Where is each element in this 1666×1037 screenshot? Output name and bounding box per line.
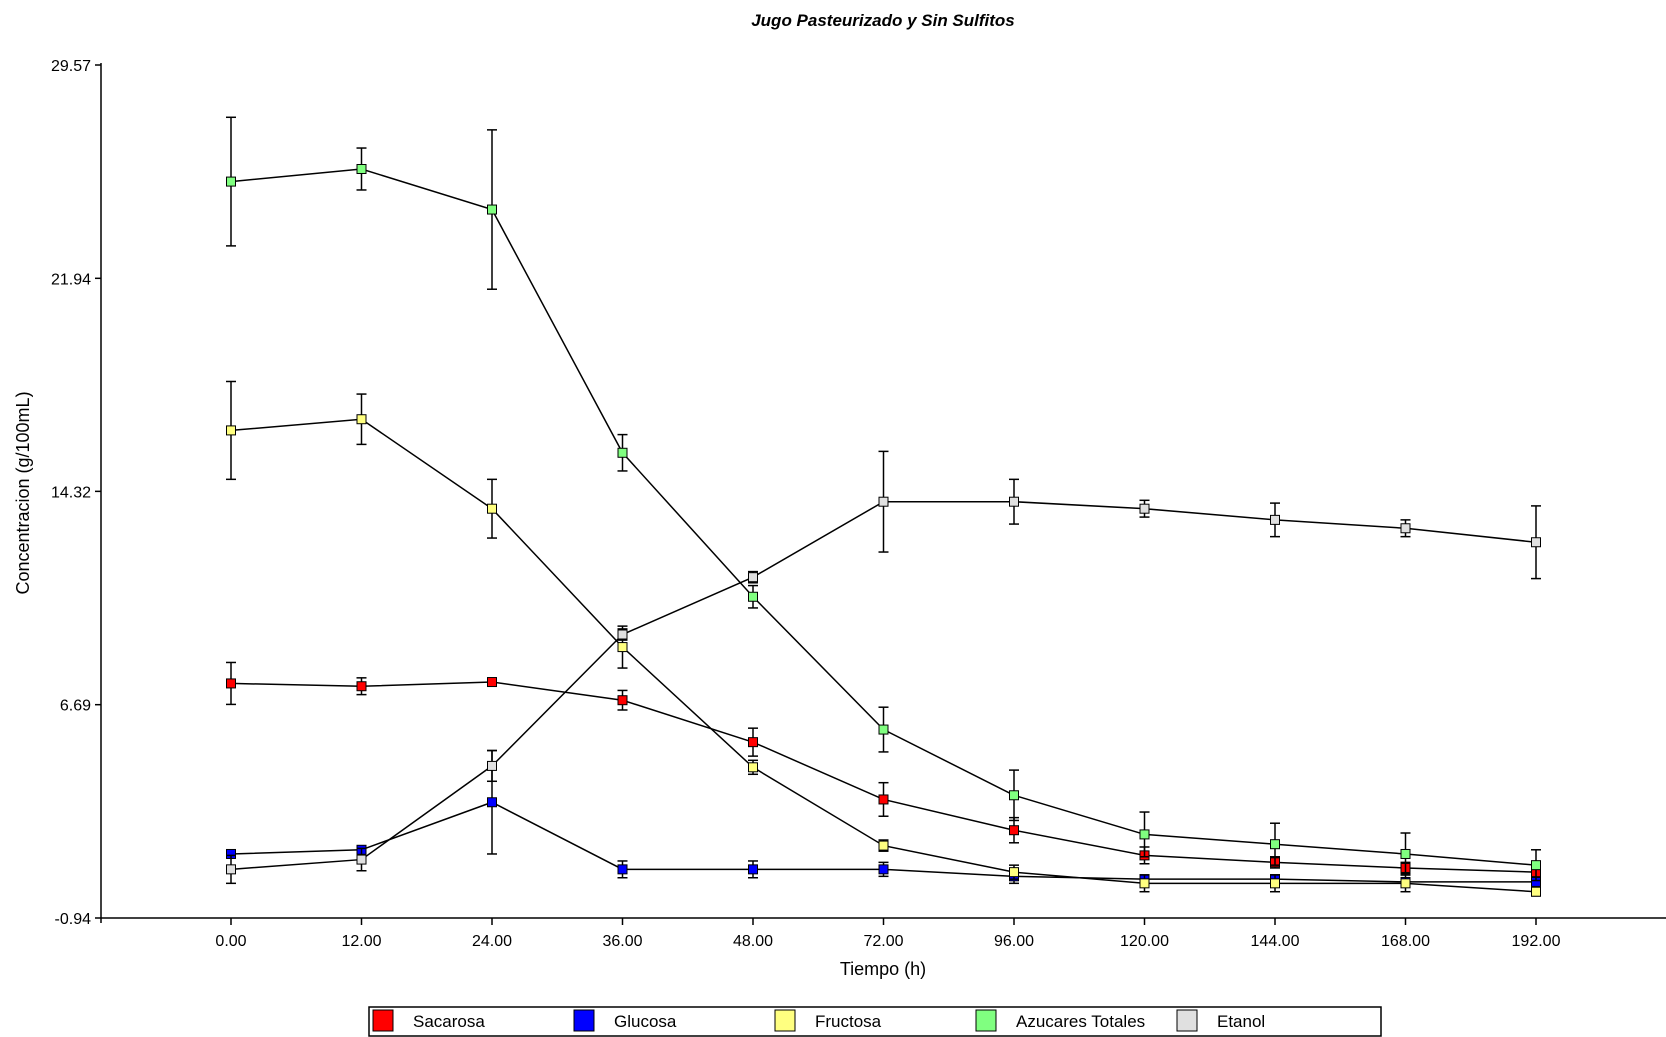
data-point <box>1531 860 1541 871</box>
data-point <box>878 840 889 851</box>
x-tick-label: 168.00 <box>1381 933 1430 950</box>
y-tick-label: 29.57 <box>51 58 91 75</box>
series-etanol <box>226 450 1541 885</box>
legend-box <box>368 1006 1382 1037</box>
legend: Sacarosa Glucosa Fructosa Azucares Totales E… <box>368 1006 1382 1037</box>
data-point <box>1009 790 1019 801</box>
data-point <box>617 695 628 706</box>
data-point <box>226 425 236 436</box>
x-axis-label: Tiempo (h) <box>840 959 926 979</box>
y-tick-label: -0.94 <box>55 911 92 928</box>
legend-label: Azucares Totales <box>1016 1012 1145 1031</box>
data-point <box>1139 829 1150 840</box>
x-tick-label: 0.00 <box>215 933 246 950</box>
data-point <box>1009 496 1019 507</box>
y-axis-label: Concentracion (g/100mL) <box>13 391 33 594</box>
x-tick-label: 48.00 <box>733 933 773 950</box>
legend-swatch <box>372 1009 394 1032</box>
data-point <box>1139 503 1150 514</box>
plot-area <box>226 116 1541 897</box>
data-point <box>617 864 628 875</box>
data-point <box>617 447 628 458</box>
data-point <box>226 864 236 875</box>
data-point <box>878 864 889 875</box>
data-point <box>356 681 367 692</box>
data-point <box>878 724 889 735</box>
data-point <box>748 591 758 602</box>
legend-label: Glucosa <box>614 1012 677 1031</box>
y-tick-label: 14.32 <box>51 484 91 501</box>
data-point <box>356 414 367 425</box>
series-azucares-totales <box>226 116 1541 882</box>
data-point <box>1139 878 1150 889</box>
legend-swatch <box>975 1009 997 1032</box>
x-tick-label: 12.00 <box>341 933 381 950</box>
legend-label: Fructosa <box>815 1012 882 1031</box>
data-point <box>748 572 758 583</box>
data-point <box>1531 537 1541 548</box>
data-point <box>1009 867 1019 878</box>
legend-swatch <box>774 1009 796 1032</box>
x-tick-label: 36.00 <box>602 933 642 950</box>
data-point <box>617 642 628 653</box>
data-point <box>1400 878 1411 889</box>
legend-swatch <box>573 1009 595 1032</box>
data-point <box>748 762 758 773</box>
data-point <box>1270 878 1280 889</box>
data-point <box>487 677 497 688</box>
x-tick-label: 96.00 <box>994 933 1034 950</box>
data-point <box>487 204 497 215</box>
data-point <box>487 503 497 514</box>
data-point <box>487 797 497 808</box>
data-point <box>878 496 889 507</box>
data-point <box>748 737 758 748</box>
x-tick-label: 144.00 <box>1251 933 1300 950</box>
x-tick-label: 120.00 <box>1120 933 1169 950</box>
data-point <box>1400 848 1411 859</box>
data-point <box>1400 523 1411 534</box>
legend-label: Etanol <box>1217 1012 1265 1031</box>
chart-title: Jugo Pasteurizado y Sin Sulfitos <box>751 11 1015 30</box>
y-tick-label: 6.69 <box>60 698 91 715</box>
y-tick-label: 21.94 <box>51 271 91 288</box>
x-tick-label: 72.00 <box>863 933 903 950</box>
data-point <box>1270 514 1280 525</box>
data-point <box>356 854 367 865</box>
legend-swatch <box>1176 1009 1198 1032</box>
x-tick-label: 24.00 <box>472 933 512 950</box>
data-point <box>748 864 758 875</box>
data-point <box>226 678 236 689</box>
legend-label: Sacarosa <box>413 1012 485 1031</box>
data-point <box>487 760 497 771</box>
data-point <box>617 629 628 640</box>
data-point <box>1270 839 1280 850</box>
data-point <box>226 176 236 187</box>
x-tick-label: 192.00 <box>1512 933 1561 950</box>
data-point <box>1009 825 1019 836</box>
data-point <box>878 794 889 805</box>
y-axis-ticks: 29.57 21.94 14.32 6.69 -0.94 <box>51 58 101 928</box>
data-point <box>1531 886 1541 897</box>
x-axis-ticks: 0.00 12.00 24.00 36.00 48.00 72.00 96.00 120.00… <box>215 918 1561 950</box>
data-point <box>356 164 367 175</box>
